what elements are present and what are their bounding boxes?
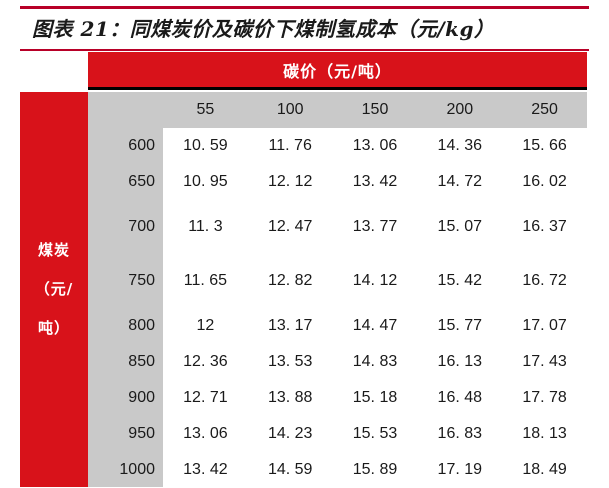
row-header-650: 650 [128,173,155,190]
column-header-250: 250 [531,101,558,118]
row-header-1000: 1000 [119,461,155,478]
cell-700-250: 16. 37 [522,218,567,235]
cell-600-150: 13. 06 [352,137,398,154]
cell-600-250: 15. 66 [522,137,567,154]
table-row: 600 10. 59 11. 76 13. 06 14. 36 15. 66 [88,128,587,164]
cell-750-150: 14. 12 [352,272,398,289]
data-cells-plate [163,128,587,487]
cell-650-55: 10. 95 [183,173,228,190]
column-header-100: 100 [276,101,304,118]
cell-700-55: 11. 3 [188,218,223,235]
cell-750-100: 12. 82 [267,272,313,289]
cell-1000-250: 18. 49 [522,461,567,478]
figure-title-block: 图表 21：同煤炭价及碳价下煤制氢成本（元/kg） [20,0,589,52]
table-corner-cell [88,92,163,128]
title-rule-bottom [20,49,589,51]
cell-1000-100: 14. 59 [267,461,313,478]
table-row: 650 10. 95 12. 12 13. 42 14. 72 16. 02 [88,164,587,200]
table-row: 900 12. 71 13. 88 15. 18 16. 48 17. 78 [88,380,587,416]
data-table-frame: 碳价（元/吨） 煤炭（元/吨） 55 100 150 200 [20,52,587,487]
cell-750-250: 16. 72 [522,272,567,289]
cell-600-100: 11. 76 [268,137,312,154]
column-header-200: 200 [446,101,474,118]
cell-650-150: 13. 42 [352,173,398,190]
column-header-150: 150 [361,101,389,118]
row-header-900: 900 [128,389,155,406]
cell-950-55: 13. 06 [183,425,228,442]
title-rule-top [20,6,589,9]
table-row: 950 13. 06 14. 23 15. 53 16. 83 18. 13 [88,416,587,452]
cost-matrix-table: 55 100 150 200 250 600 10. 59 11. 76 13.… [88,92,587,488]
cell-900-250: 17. 78 [522,389,567,406]
row-group-header-label: 煤炭（元/吨） [34,241,74,337]
cell-850-250: 17. 43 [522,353,567,370]
row-header-800: 800 [128,317,155,334]
cell-900-55: 12. 71 [183,389,228,406]
cell-800-250: 17. 07 [522,317,567,334]
cell-800-55: 12 [196,317,215,334]
cell-600-55: 10. 59 [183,137,228,154]
cell-850-150: 14. 83 [352,353,398,370]
cell-800-150: 14. 47 [352,317,398,334]
row-header-850: 850 [128,353,155,370]
column-header-55: 55 [196,101,215,118]
cell-950-200: 16. 83 [437,425,483,442]
cell-700-150: 13. 77 [352,218,398,235]
table-row: 750 11. 65 12. 82 14. 12 15. 42 16. 72 [88,254,587,308]
cell-700-200: 15. 07 [437,218,483,235]
cell-750-55: 11. 65 [183,272,228,289]
cell-900-100: 13. 88 [267,389,313,406]
row-header-600: 600 [128,137,155,154]
column-header-row: 55 100 150 200 250 [88,92,587,128]
cell-650-100: 12. 12 [267,173,313,190]
column-group-header-carbon-price: 碳价（元/吨） [88,52,587,90]
row-header-700: 700 [128,218,155,235]
cell-950-100: 14. 23 [267,425,313,442]
cell-1000-200: 17. 19 [437,461,483,478]
row-header-750: 750 [128,272,155,289]
cell-950-250: 18. 13 [522,425,567,442]
table-row: 850 12. 36 13. 53 14. 83 16. 13 17. 43 [88,344,587,380]
cell-850-200: 16. 13 [437,353,483,370]
cell-800-200: 15. 77 [437,317,483,334]
cell-750-200: 15. 42 [437,272,483,289]
cell-850-55: 12. 36 [183,353,228,370]
table-body-region: 55 100 150 200 250 600 10. 59 11. 76 13.… [88,92,587,487]
cell-600-200: 14. 36 [437,137,483,154]
table-row: 800 12 13. 17 14. 47 15. 77 17. 07 [88,308,587,344]
cell-650-200: 14. 72 [437,173,483,190]
cell-650-250: 16. 02 [522,173,567,190]
row-header-950: 950 [128,425,155,442]
cell-850-100: 13. 53 [267,353,313,370]
table-row: 700 11. 3 12. 47 13. 77 15. 07 16. 37 [88,200,587,254]
cell-800-100: 13. 17 [267,317,313,334]
table-row: 1000 13. 42 14. 59 15. 89 17. 19 18. 49 [88,452,587,488]
row-group-header-coal-price: 煤炭（元/吨） [20,92,88,487]
cell-1000-150: 15. 89 [352,461,398,478]
cell-900-150: 15. 18 [352,389,398,406]
cell-900-200: 16. 48 [437,389,483,406]
page-title: 图表 21：同煤炭价及碳价下煤制氢成本（元/kg） [32,17,495,41]
cell-700-100: 12. 47 [267,218,313,235]
cell-1000-55: 13. 42 [183,461,228,478]
cell-950-150: 15. 53 [352,425,398,442]
